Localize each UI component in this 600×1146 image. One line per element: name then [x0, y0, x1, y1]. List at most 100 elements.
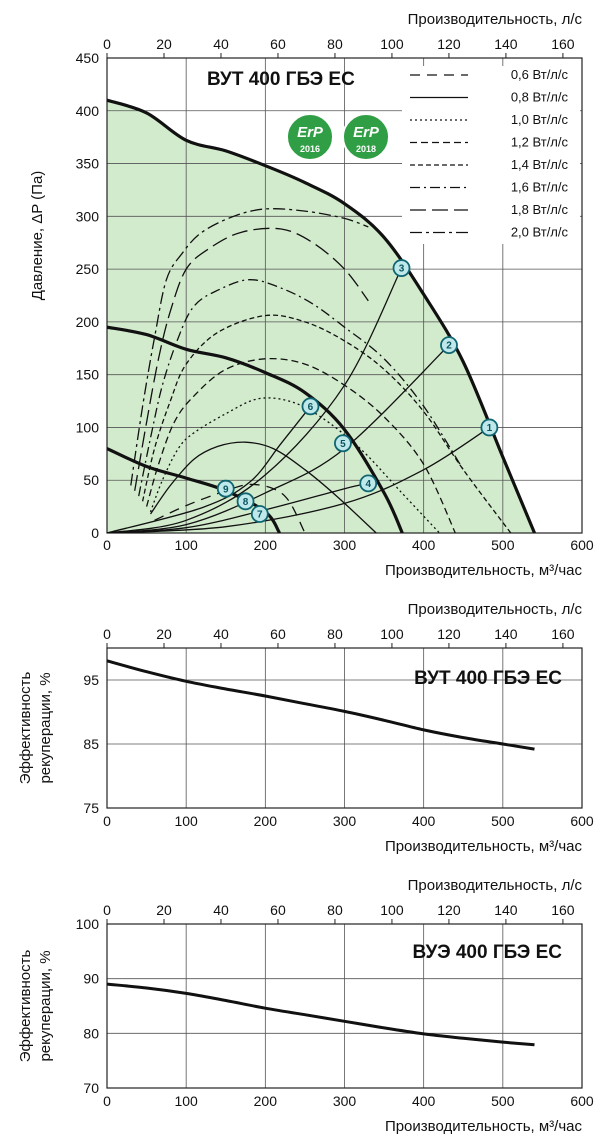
x-tick-label: 200	[254, 1093, 278, 1109]
x-tick-label: 200	[254, 537, 278, 553]
operating-point-9: 9	[216, 479, 235, 498]
operating-point-7: 7	[250, 505, 269, 523]
x2-axis-label: Производительность, л/с	[408, 601, 583, 618]
operating-point-label: 4	[365, 479, 371, 490]
y-tick-label: 50	[83, 472, 99, 488]
efficiency-line	[106, 659, 535, 751]
x-tick-label: 600	[570, 1093, 594, 1109]
x2-tick-label: 120	[437, 626, 461, 642]
y-tick-label: 90	[83, 971, 99, 987]
y-axis-label-line-2: рекуперации, %	[37, 950, 54, 1061]
x2-tick-label: 80	[327, 902, 343, 918]
x2-tick-label: 160	[551, 36, 575, 52]
x2-tick-label: 120	[437, 36, 461, 52]
system-curve-4	[107, 405, 312, 533]
x2-tick-label: 20	[156, 902, 172, 918]
legend-entry: 1,8 Вт/л/с	[511, 202, 569, 217]
x2-tick-label: 60	[270, 626, 286, 642]
efficiency-line	[106, 982, 535, 1047]
x-tick-label: 300	[333, 1093, 357, 1109]
x2-tick-label: 40	[213, 626, 229, 642]
operating-point-marker	[301, 397, 320, 416]
operating-point-marker	[440, 336, 458, 355]
erp-badge-circle	[286, 113, 334, 161]
series-line-4	[145, 357, 456, 533]
operating-point-label: 9	[223, 484, 229, 495]
x-tick-label: 100	[174, 1093, 198, 1109]
y-tick-label: 400	[76, 103, 100, 119]
x-tick-label: 0	[103, 1093, 111, 1109]
y-tick-label: 350	[76, 156, 100, 172]
x2-tick-label: 140	[494, 36, 518, 52]
legend-entry: 1,2 Вт/л/с	[511, 135, 569, 150]
series-line-5	[141, 314, 512, 533]
system-curve-1	[107, 267, 403, 533]
erp-badge-brand: ErP	[297, 124, 324, 141]
x-tick-label: 500	[491, 537, 515, 553]
x2-tick-label: 40	[213, 36, 229, 52]
x-axis-label: Производительность, м³/час	[385, 562, 583, 579]
x2-tick-label: 20	[156, 626, 172, 642]
x2-tick-label: 40	[213, 902, 229, 918]
model-label: ВУТ 400 ГБЭ ЕС	[414, 668, 562, 689]
legend-entry: 1,0 Вт/л/с	[511, 112, 569, 127]
y-tick-label: 300	[76, 208, 100, 224]
fan-curve-1	[107, 325, 404, 533]
operating-point-label: 3	[399, 264, 405, 275]
y-tick-label: 95	[83, 672, 99, 688]
x-tick-label: 0	[103, 813, 111, 829]
operating-point-marker	[392, 259, 411, 277]
legend-entry: 1,4 Вт/л/с	[511, 157, 569, 172]
x2-tick-label: 0	[103, 36, 111, 52]
x2-tick-label: 100	[380, 626, 404, 642]
x2-tick-label: 160	[551, 902, 575, 918]
x2-tick-label: 0	[103, 902, 111, 918]
x-tick-label: 300	[333, 813, 357, 829]
plot-frame	[106, 647, 583, 809]
x2-tick-label: 80	[327, 626, 343, 642]
legend-background	[402, 66, 580, 244]
operating-point-4: 4	[359, 474, 378, 493]
operating-point-marker	[250, 505, 269, 523]
operating-point-label: 2	[446, 341, 452, 352]
y-tick-label: 80	[83, 1025, 99, 1041]
y-tick-label: 150	[76, 367, 100, 383]
legend-entry: 1,6 Вт/л/с	[511, 180, 569, 195]
y-tick-label: 75	[83, 800, 99, 816]
x-tick-label: 600	[570, 813, 594, 829]
y-axis-label-line-1: Эффективность	[17, 950, 34, 1063]
series-line-8	[130, 208, 369, 486]
operating-point-label: 6	[308, 402, 314, 413]
x-tick-label: 300	[333, 537, 357, 553]
x-tick-label: 400	[412, 1093, 436, 1109]
series-line-6	[138, 279, 464, 497]
operating-point-marker	[236, 492, 255, 511]
x-tick-label: 400	[412, 813, 436, 829]
x2-tick-label: 160	[551, 626, 575, 642]
x2-tick-label: 140	[494, 902, 518, 918]
x-tick-label: 600	[570, 537, 594, 553]
x-axis-label: Производительность, м³/час	[385, 838, 583, 855]
operating-point-marker	[216, 479, 235, 498]
plot-frame	[106, 923, 583, 1089]
operating-point-label: 8	[243, 497, 249, 508]
operating-point-3: 3	[392, 259, 411, 277]
x2-tick-label: 140	[494, 626, 518, 642]
erp-badge-2016: ErP 2016	[286, 113, 334, 161]
system-curve-2	[107, 344, 450, 533]
x2-tick-label: 100	[380, 902, 404, 918]
operating-point-marker	[334, 434, 352, 453]
series-line-7	[134, 227, 369, 491]
chart-2: 0 100 200 300 400 500 600 0 20 40 60 80 100 120 140 160…	[17, 601, 594, 855]
x-tick-label: 100	[174, 537, 198, 553]
legend-entry: 0,8 Вт/л/с	[511, 90, 569, 105]
series-line-1	[154, 483, 306, 533]
operating-point-1: 1	[480, 418, 499, 437]
x2-axis-label: Производительность, л/с	[408, 877, 583, 894]
operating-point-5: 5	[334, 434, 352, 453]
x-tick-label: 400	[412, 537, 436, 553]
y-tick-label: 200	[76, 314, 100, 330]
y-tick-label: 70	[83, 1080, 99, 1096]
